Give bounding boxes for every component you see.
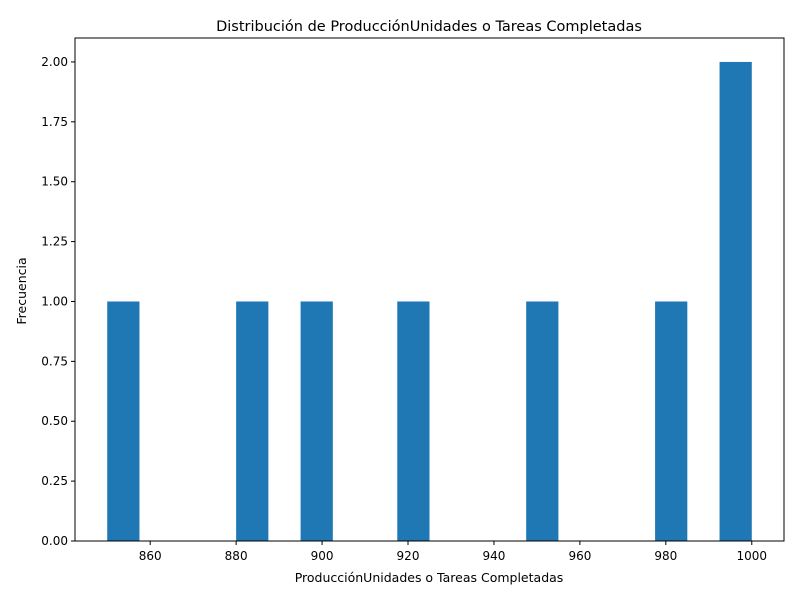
histogram-bar-6 — [719, 61, 752, 541]
histogram-bar-0 — [107, 301, 140, 541]
histogram-bar-1 — [236, 301, 269, 541]
histogram-bar-5 — [655, 301, 688, 541]
histogram-bar-2 — [300, 301, 333, 541]
x-tick-label: 880 — [225, 549, 248, 563]
x-tick-label: 860 — [139, 549, 162, 563]
y-tick-label: 1.50 — [41, 175, 68, 189]
histogram-bar-3 — [397, 301, 430, 541]
y-tick-label: 1.75 — [41, 115, 68, 129]
x-tick-label: 900 — [311, 549, 334, 563]
plot-frame — [74, 37, 785, 542]
y-axis: 0.00 0.25 0.50 0.75 1.00 1.25 1.50 1.75 2.00 — [41, 55, 75, 548]
y-tick-label: 2.00 — [41, 55, 68, 69]
y-tick-label: 0.00 — [41, 534, 68, 548]
y-axis-label: Frecuencia — [14, 257, 29, 324]
x-tick-label: 1000 — [736, 549, 767, 563]
y-tick-label: 1.25 — [41, 235, 68, 249]
x-tick-label: 960 — [568, 549, 591, 563]
bars-group — [107, 61, 752, 541]
x-tick-label: 940 — [483, 549, 506, 563]
chart-title: Distribución de ProducciónUnidades o Tar… — [216, 19, 642, 35]
y-tick-label: 0.75 — [41, 354, 68, 368]
x-tick-label: 980 — [654, 549, 677, 563]
y-tick-label: 0.50 — [41, 414, 68, 428]
x-axis-label: ProducciónUnidades o Tareas Completadas — [295, 570, 564, 585]
y-tick-label: 1.00 — [41, 294, 68, 308]
y-tick-label: 0.25 — [41, 474, 68, 488]
x-tick-label: 920 — [397, 549, 420, 563]
x-axis: 860 880 900 920 940 960 980 1000 — [139, 541, 767, 563]
histogram-bar-4 — [526, 301, 559, 541]
